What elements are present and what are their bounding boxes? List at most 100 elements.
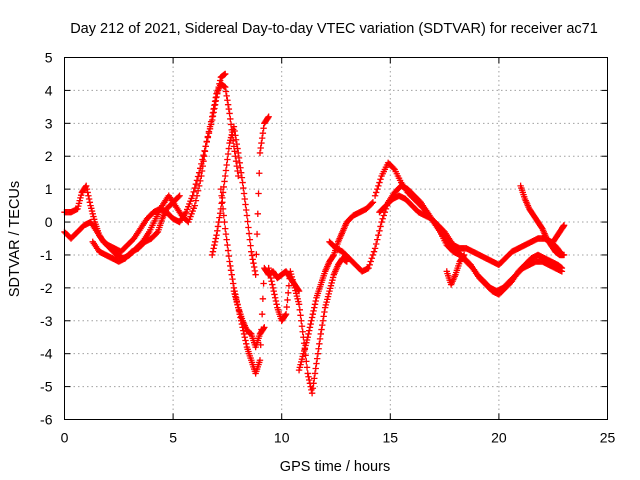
data-point [221, 178, 228, 185]
data-point [223, 236, 230, 243]
data-point [195, 169, 203, 176]
data-point [234, 145, 241, 152]
data-point [198, 160, 205, 168]
data-point [216, 80, 223, 88]
y-tick-label: -2 [40, 280, 53, 296]
data-point [254, 210, 262, 218]
data-point [194, 187, 202, 194]
data-point [258, 134, 266, 142]
data-point [190, 188, 197, 196]
data-point [221, 218, 228, 226]
data-point [219, 205, 227, 213]
data-point [390, 165, 397, 172]
data-point [212, 235, 220, 242]
data-point [235, 154, 243, 162]
data-point [314, 350, 322, 357]
data-point [316, 340, 323, 348]
data-point [377, 176, 384, 183]
data-point [203, 138, 210, 146]
data-point [219, 199, 226, 206]
data-point [176, 192, 183, 199]
data-point [264, 114, 272, 122]
data-point [250, 259, 257, 267]
data-point [232, 153, 239, 160]
data-point [246, 236, 254, 243]
data-point [219, 189, 227, 196]
data-point [208, 251, 216, 259]
data-point [211, 101, 219, 108]
data-point [380, 212, 387, 219]
data-point [266, 268, 273, 275]
series-prn-h [295, 199, 377, 374]
data-point [247, 242, 254, 249]
data-point [235, 149, 242, 157]
data-point [273, 301, 280, 308]
data-point [307, 320, 314, 328]
series-prn-m [517, 182, 568, 259]
data-point [175, 193, 182, 201]
data-point [224, 150, 232, 158]
data-point [197, 165, 204, 172]
chart-title: Day 212 of 2021, Sidereal Day-to-day VTE… [70, 21, 598, 37]
data-point [371, 192, 379, 199]
data-point [248, 252, 256, 259]
data-point [375, 182, 382, 190]
data-point [378, 218, 385, 226]
data-point [285, 289, 292, 296]
data-point [243, 212, 251, 219]
data-point [256, 357, 264, 364]
data-point [86, 199, 94, 206]
data-point [369, 251, 377, 259]
data-point [211, 238, 219, 245]
data-point [255, 190, 262, 197]
data-point [311, 375, 318, 382]
data-point [202, 143, 209, 150]
data-point [376, 227, 383, 235]
data-point [272, 297, 280, 305]
data-point [372, 189, 380, 196]
data-point [306, 324, 314, 331]
data-point [224, 247, 232, 254]
data-point [194, 173, 202, 180]
data-point [310, 307, 317, 315]
data-point [242, 337, 249, 344]
data-point [241, 195, 248, 203]
data-point [260, 125, 267, 132]
data-point [210, 109, 217, 116]
data-point [240, 184, 247, 192]
data-point [213, 232, 220, 239]
data-point [253, 251, 260, 258]
data-point [211, 105, 218, 112]
data-point [195, 182, 203, 190]
series-prn-d [208, 113, 272, 278]
data-point [311, 301, 319, 308]
x-tick-label: 25 [600, 430, 616, 446]
data-point [374, 236, 381, 243]
data-point [84, 189, 91, 196]
data-point [229, 275, 236, 283]
data-point [249, 256, 256, 263]
data-point [234, 167, 241, 175]
data-point [214, 227, 221, 235]
data-point [305, 373, 312, 380]
data-point [201, 153, 208, 160]
x-tick-label: 10 [274, 430, 290, 446]
y-tick-label: 4 [45, 82, 53, 98]
data-point [370, 248, 378, 255]
y-tick-label: 3 [45, 115, 53, 131]
data-point [310, 380, 317, 387]
data-point [252, 271, 259, 278]
series-prn-k [376, 192, 566, 295]
data-point [248, 248, 255, 255]
data-point [241, 334, 248, 341]
series-prn-j [371, 159, 566, 298]
data-point [218, 200, 225, 207]
data-point [308, 314, 316, 321]
data-point [85, 192, 92, 199]
data-point [232, 157, 240, 165]
series-prn-f [230, 287, 268, 351]
data-point [201, 147, 208, 154]
data-point [232, 132, 239, 139]
data-point [223, 92, 230, 100]
